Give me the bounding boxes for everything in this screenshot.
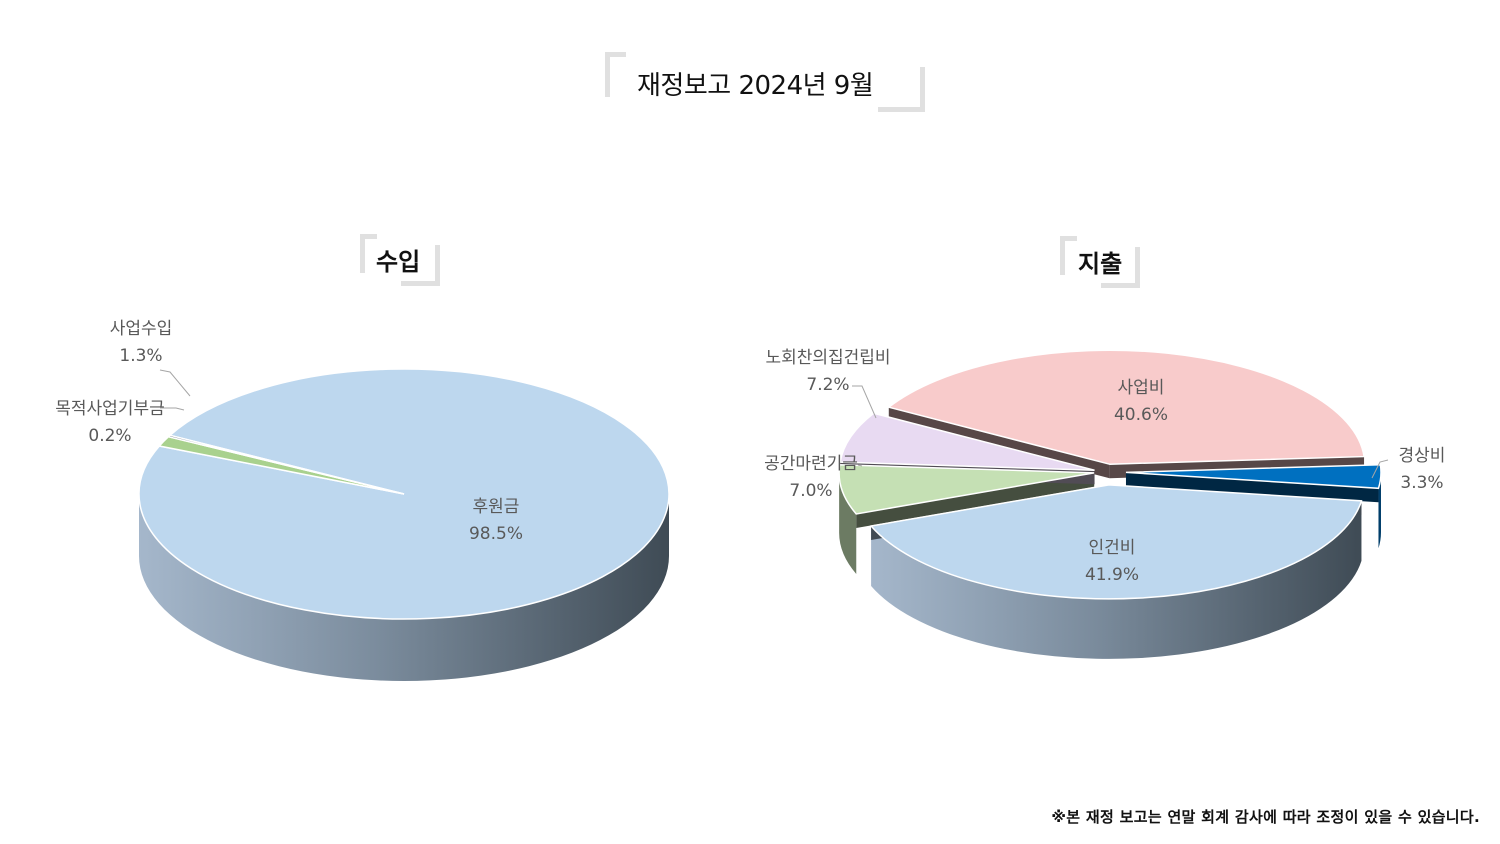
pie-slice-인건비 — [869, 484, 1363, 600]
data-label-category: 노회찬의집건립비 — [765, 348, 890, 368]
pie-slice-side — [139, 494, 669, 681]
income-chart-title-frame: 수입 — [360, 234, 440, 286]
data-label-category: 목적사업기부금 — [55, 399, 164, 419]
leader-line — [159, 369, 191, 397]
expense-chart-title-frame: 지출 — [1060, 236, 1140, 288]
pie-slice-depth — [871, 500, 1362, 659]
income-chart-title: 수입 — [376, 248, 421, 276]
data-label-category: 사업수입 — [110, 319, 173, 339]
pie-slice-depth — [839, 472, 857, 574]
pie-slice-노회찬의집건립비 — [839, 412, 1095, 471]
expense-pie-chart: 사업비 40.6% 경상비 3.3% 인건비 41.9% 공간마련기금 7.0% 노회찬의집건립… — [764, 348, 1445, 659]
pie-slice-목적사업기부금 — [166, 434, 405, 495]
expense-title-bracket-left — [1060, 236, 1077, 275]
data-label-category: 공간마련기금 — [764, 454, 858, 474]
leader-line — [1371, 459, 1389, 479]
expense-title-bracket-right — [1101, 247, 1140, 288]
data-label-value: 1.3% — [119, 346, 162, 366]
footnote: ※본 재정 보고는 연말 회계 감사에 따라 조정이 있을 수 있습니다. — [1051, 808, 1480, 826]
pie-slice-depth — [139, 494, 669, 681]
expense-chart-title: 지출 — [1078, 250, 1123, 278]
income-pie-chart: 후원금 98.5% 사업수입 1.3% 목적사업기부금 0.2% — [55, 319, 670, 681]
data-label-category: 후원금 — [473, 497, 520, 517]
page-title-frame: 재정보고 2024년 9월 — [605, 52, 925, 112]
data-label-value: 40.6% — [1114, 405, 1168, 425]
data-label-category: 경상비 — [1399, 446, 1446, 466]
pie-slice-edge — [856, 472, 1095, 528]
data-label-value: 3.3% — [1400, 473, 1443, 493]
data-label-value: 7.2% — [806, 375, 849, 395]
data-label-value: 7.0% — [789, 481, 832, 501]
leader-line — [852, 385, 877, 419]
data-label-category: 사업비 — [1118, 378, 1165, 398]
page-title: 재정보고 2024년 9월 — [637, 71, 874, 101]
leader-line — [160, 407, 185, 411]
pie-slice-edge — [1125, 472, 1379, 503]
data-label-category: 인건비 — [1089, 538, 1136, 558]
data-label-value: 0.2% — [88, 426, 131, 446]
income-title-bracket-left — [360, 234, 377, 273]
pie-slice-경상비 — [1125, 463, 1382, 490]
income-title-bracket-right — [401, 245, 440, 286]
title-bracket-right — [878, 67, 925, 112]
data-label-value: 41.9% — [1085, 565, 1139, 585]
pie-slice-공간마련기금 — [838, 464, 1095, 515]
leader-line — [857, 464, 863, 467]
pie-slice-사업비 — [887, 349, 1365, 465]
data-label-value: 98.5% — [469, 524, 523, 544]
pie-slice-depth — [1378, 472, 1381, 549]
title-bracket-left — [605, 52, 626, 97]
